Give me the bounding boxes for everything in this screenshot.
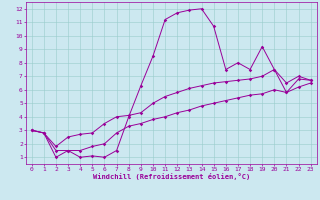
X-axis label: Windchill (Refroidissement éolien,°C): Windchill (Refroidissement éolien,°C) [92,173,250,180]
